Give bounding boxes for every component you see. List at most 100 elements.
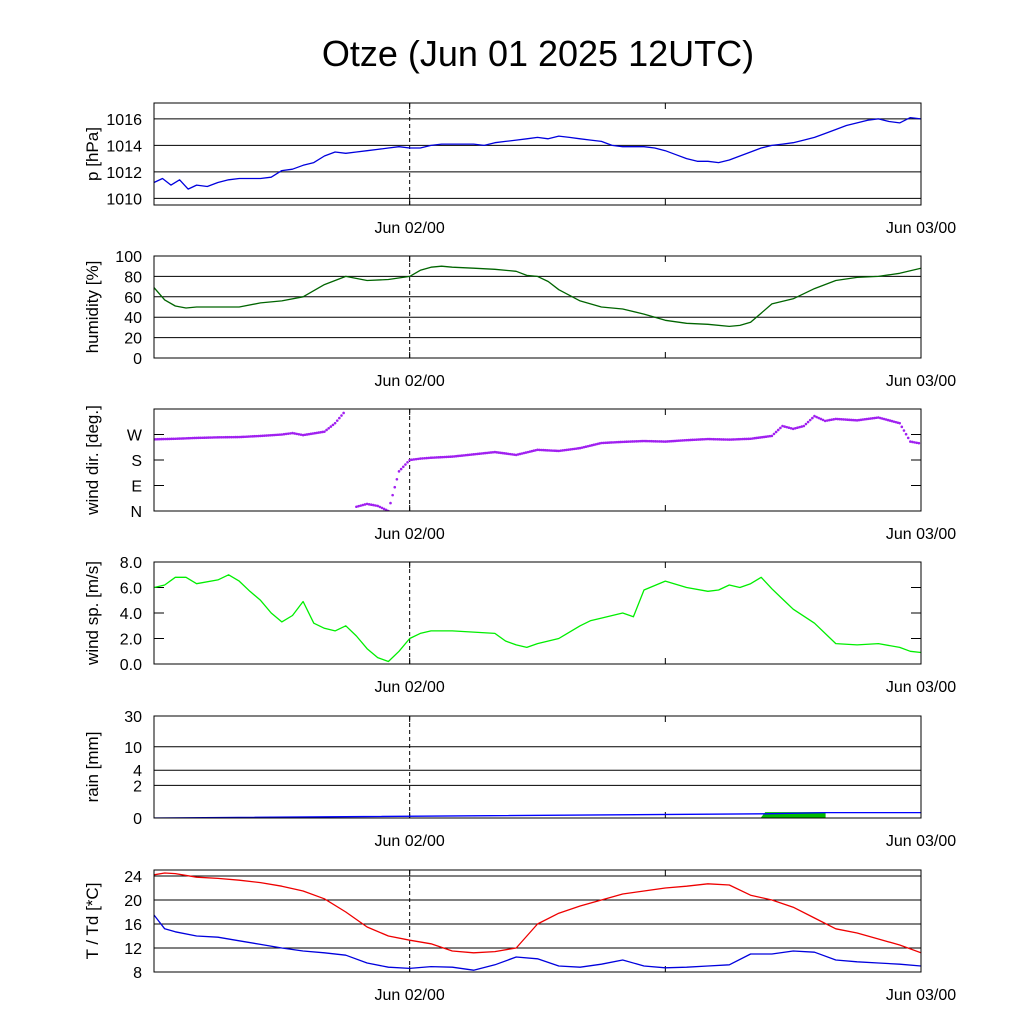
wind-direction-point [528,450,532,453]
wind-direction-point [397,470,401,473]
wind-direction-point [598,442,601,445]
wind-direction-point [393,485,397,489]
humidity-ytick-label: 60 [124,290,142,307]
wind-direction-point [617,440,621,444]
wind-direction-point [720,438,723,441]
wind-direction-point [696,438,700,441]
wind-direction-point [172,437,175,441]
temperature-frame [153,869,922,973]
wind-direction-point [545,449,549,452]
wind-direction-point [638,439,642,443]
temperature-xtick-label: Jun 02/00 [375,987,445,1004]
wind-direction-point [359,504,362,507]
wind-direction-point [557,449,561,453]
wind-direction-point [741,437,745,441]
wind-direction-point [906,436,910,440]
wind-direction-point [391,493,394,497]
wind-direction-point [615,440,619,444]
wind-direction-ytick-label: E [131,479,142,496]
wind-direction-point [627,440,630,443]
wind-direction-point [785,425,789,429]
wind-direction-point [590,444,594,447]
wind-direction-point [726,438,729,441]
wind-direction-point [507,452,510,456]
wind-direction-point [633,440,636,443]
wind-direction-point [534,448,537,452]
wind-direction-point [261,434,264,438]
wind-direction-point [251,435,255,438]
wind-direction-point [399,467,403,471]
wind-direction-point [333,421,337,425]
wind-direction-point [917,441,921,445]
wind-direction-point [859,418,863,422]
wind-direction-point [669,439,673,443]
wind-direction-point [781,424,784,428]
wind-direction-point [480,452,483,455]
wind-direction-point [743,437,747,441]
wind-direction-point [685,438,688,442]
wind-direction-point [576,447,580,450]
wind-direction-point [516,453,520,456]
wind-direction-frame [153,408,922,512]
wind-direction-point [718,438,721,441]
temperature-line [154,914,921,971]
wind-direction-point [220,435,224,439]
wind-direction-point [335,419,339,422]
wind-direction-point [514,453,518,457]
wind-direction-point [183,437,187,440]
wind-direction-point [650,439,654,443]
wind-direction-point [384,508,388,511]
wind-direction-point [538,448,541,452]
wind-direction-point [592,443,595,447]
wind-direction-point [232,435,235,439]
wind-direction-point [166,437,169,441]
wind-direction-point [265,434,268,437]
wind-direction-point [311,432,315,435]
wind-direction-ytick-label: S [131,453,142,470]
wind-direction-point [230,435,233,439]
wind-speed-ytick-label: 4.0 [120,606,142,623]
wind-direction-point [239,435,243,439]
wind-direction-point [600,441,603,445]
wind-direction-point [460,454,464,457]
wind-direction-point [623,440,626,444]
wind-direction-point [295,432,299,436]
wind-direction-point [439,455,442,459]
wind-direction-point [679,439,683,442]
wind-direction-point [673,439,677,443]
wind-direction-point [536,448,539,452]
wind-direction-point [693,438,696,442]
temperature-xtick-label: Jun 03/00 [886,987,956,1004]
wind-direction-point [605,441,609,444]
wind-direction-point [389,501,392,505]
wind-direction-point [629,440,632,443]
humidity-ytick-label: 100 [115,249,142,266]
wind-direction-point [437,456,441,459]
wind-direction-point [501,451,504,455]
wind-direction-point [863,418,867,421]
wind-speed-line [154,574,921,663]
wind-direction-point [280,433,284,436]
wind-direction-point [170,437,173,441]
temperature-ytick-label: 8 [133,965,142,982]
wind-direction-point [825,419,829,422]
wind-direction-point [904,432,908,436]
wind-direction-point [478,452,481,456]
wind-direction-point [574,447,578,450]
rain-ytick-label: 0 [133,811,142,828]
rain-ytick-label: 2 [133,778,142,795]
wind-direction-point [867,417,871,421]
wind-direction-point [160,437,164,441]
wind-direction-point [423,456,426,460]
wind-direction-point [241,435,245,439]
wind-direction-point [567,448,570,451]
temperature-ylabel: T / Td [*C] [83,883,102,960]
wind-direction-point [834,417,838,421]
wind-direction-point [338,416,341,420]
wind-direction-point [796,426,799,430]
wind-direction-ylabel: wind dir. [deg.] [83,405,102,516]
wind-direction-point [263,434,266,437]
wind-direction-point [770,434,774,438]
humidity-ylabel: humidity [%] [83,261,102,354]
wind-direction-point [210,436,214,439]
